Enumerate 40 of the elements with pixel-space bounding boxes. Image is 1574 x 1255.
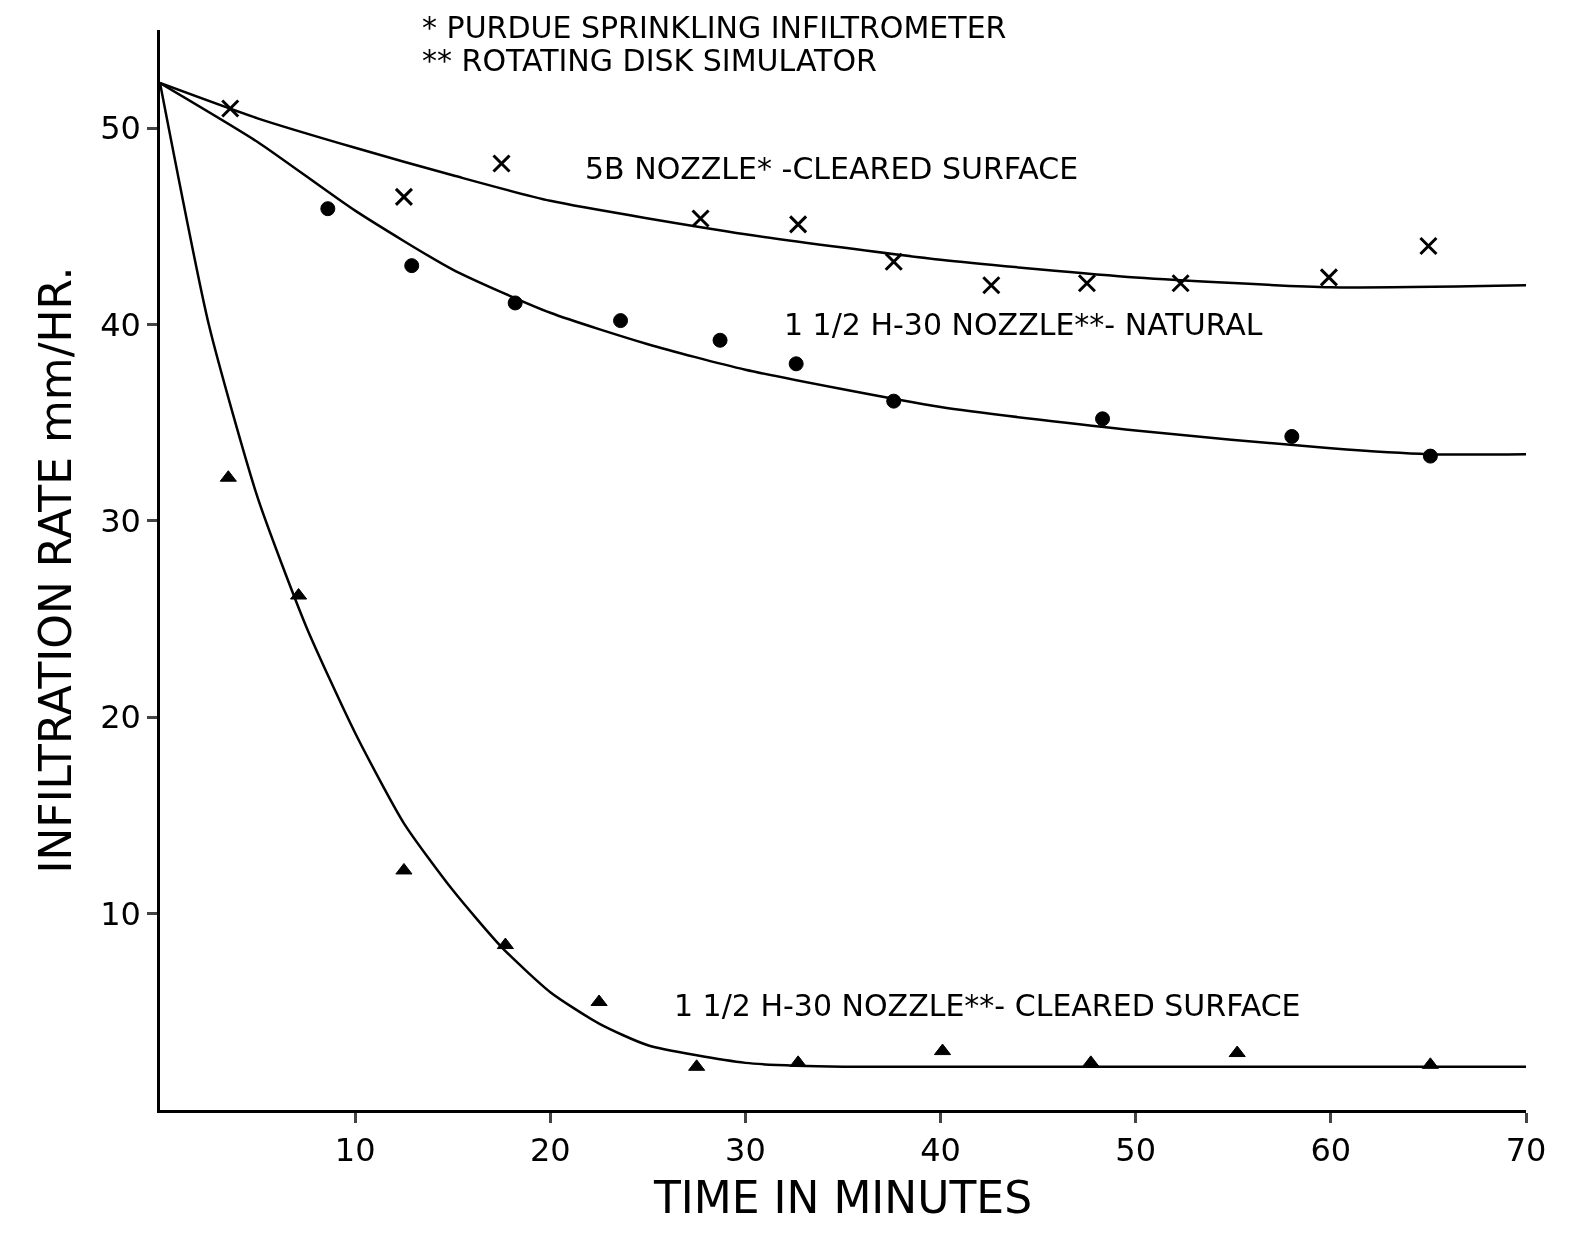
point bbox=[788, 356, 804, 372]
point bbox=[1171, 273, 1191, 293]
y-tick-label: 50 bbox=[100, 109, 141, 148]
point bbox=[884, 252, 904, 272]
point bbox=[1077, 273, 1097, 293]
point bbox=[1228, 1045, 1246, 1058]
x-tick-label: 70 bbox=[1505, 1131, 1547, 1170]
point bbox=[220, 99, 240, 119]
point bbox=[788, 214, 808, 234]
point bbox=[320, 201, 336, 217]
x-tick-label: 20 bbox=[529, 1131, 571, 1170]
point bbox=[394, 187, 414, 207]
point bbox=[691, 209, 711, 229]
annotation: ** ROTATING DISK SIMULATOR bbox=[422, 43, 877, 78]
point bbox=[981, 275, 1001, 295]
point bbox=[1095, 411, 1111, 427]
x-tick-label: 40 bbox=[920, 1131, 961, 1170]
x-tick-label: 10 bbox=[334, 1131, 376, 1170]
x-tick-label: 50 bbox=[1115, 1131, 1157, 1170]
y-tick-label: 30 bbox=[100, 502, 141, 541]
y-tick-label: 20 bbox=[100, 698, 141, 737]
point bbox=[1284, 428, 1300, 444]
point bbox=[712, 332, 728, 348]
annotation: * PURDUE SPRINKLING INFILTROMETER bbox=[422, 10, 1007, 45]
y-tick-label: 40 bbox=[100, 305, 141, 344]
annotation: 1 1/2 H-30 NOZZLE**- CLEARED SURFACE bbox=[674, 988, 1301, 1023]
annotation: 1 1/2 H-30 NOZZLE**- NATURAL bbox=[784, 307, 1263, 342]
point bbox=[496, 937, 514, 950]
x-tick-label: 60 bbox=[1310, 1131, 1352, 1170]
annotation: 5B NOZZLE* -CLEARED SURFACE bbox=[585, 151, 1079, 186]
x-axis-title: TIME IN MINUTES bbox=[652, 1172, 1033, 1224]
point bbox=[1418, 236, 1438, 256]
y-axis-title: INFILTRATION RATE mm/HR. bbox=[30, 266, 82, 874]
point bbox=[492, 154, 511, 174]
point bbox=[395, 862, 413, 875]
y-tick-label: 10 bbox=[100, 894, 141, 933]
x-tick-label: 30 bbox=[725, 1131, 766, 1170]
point bbox=[1319, 267, 1339, 287]
point bbox=[613, 313, 629, 329]
point bbox=[404, 258, 420, 274]
